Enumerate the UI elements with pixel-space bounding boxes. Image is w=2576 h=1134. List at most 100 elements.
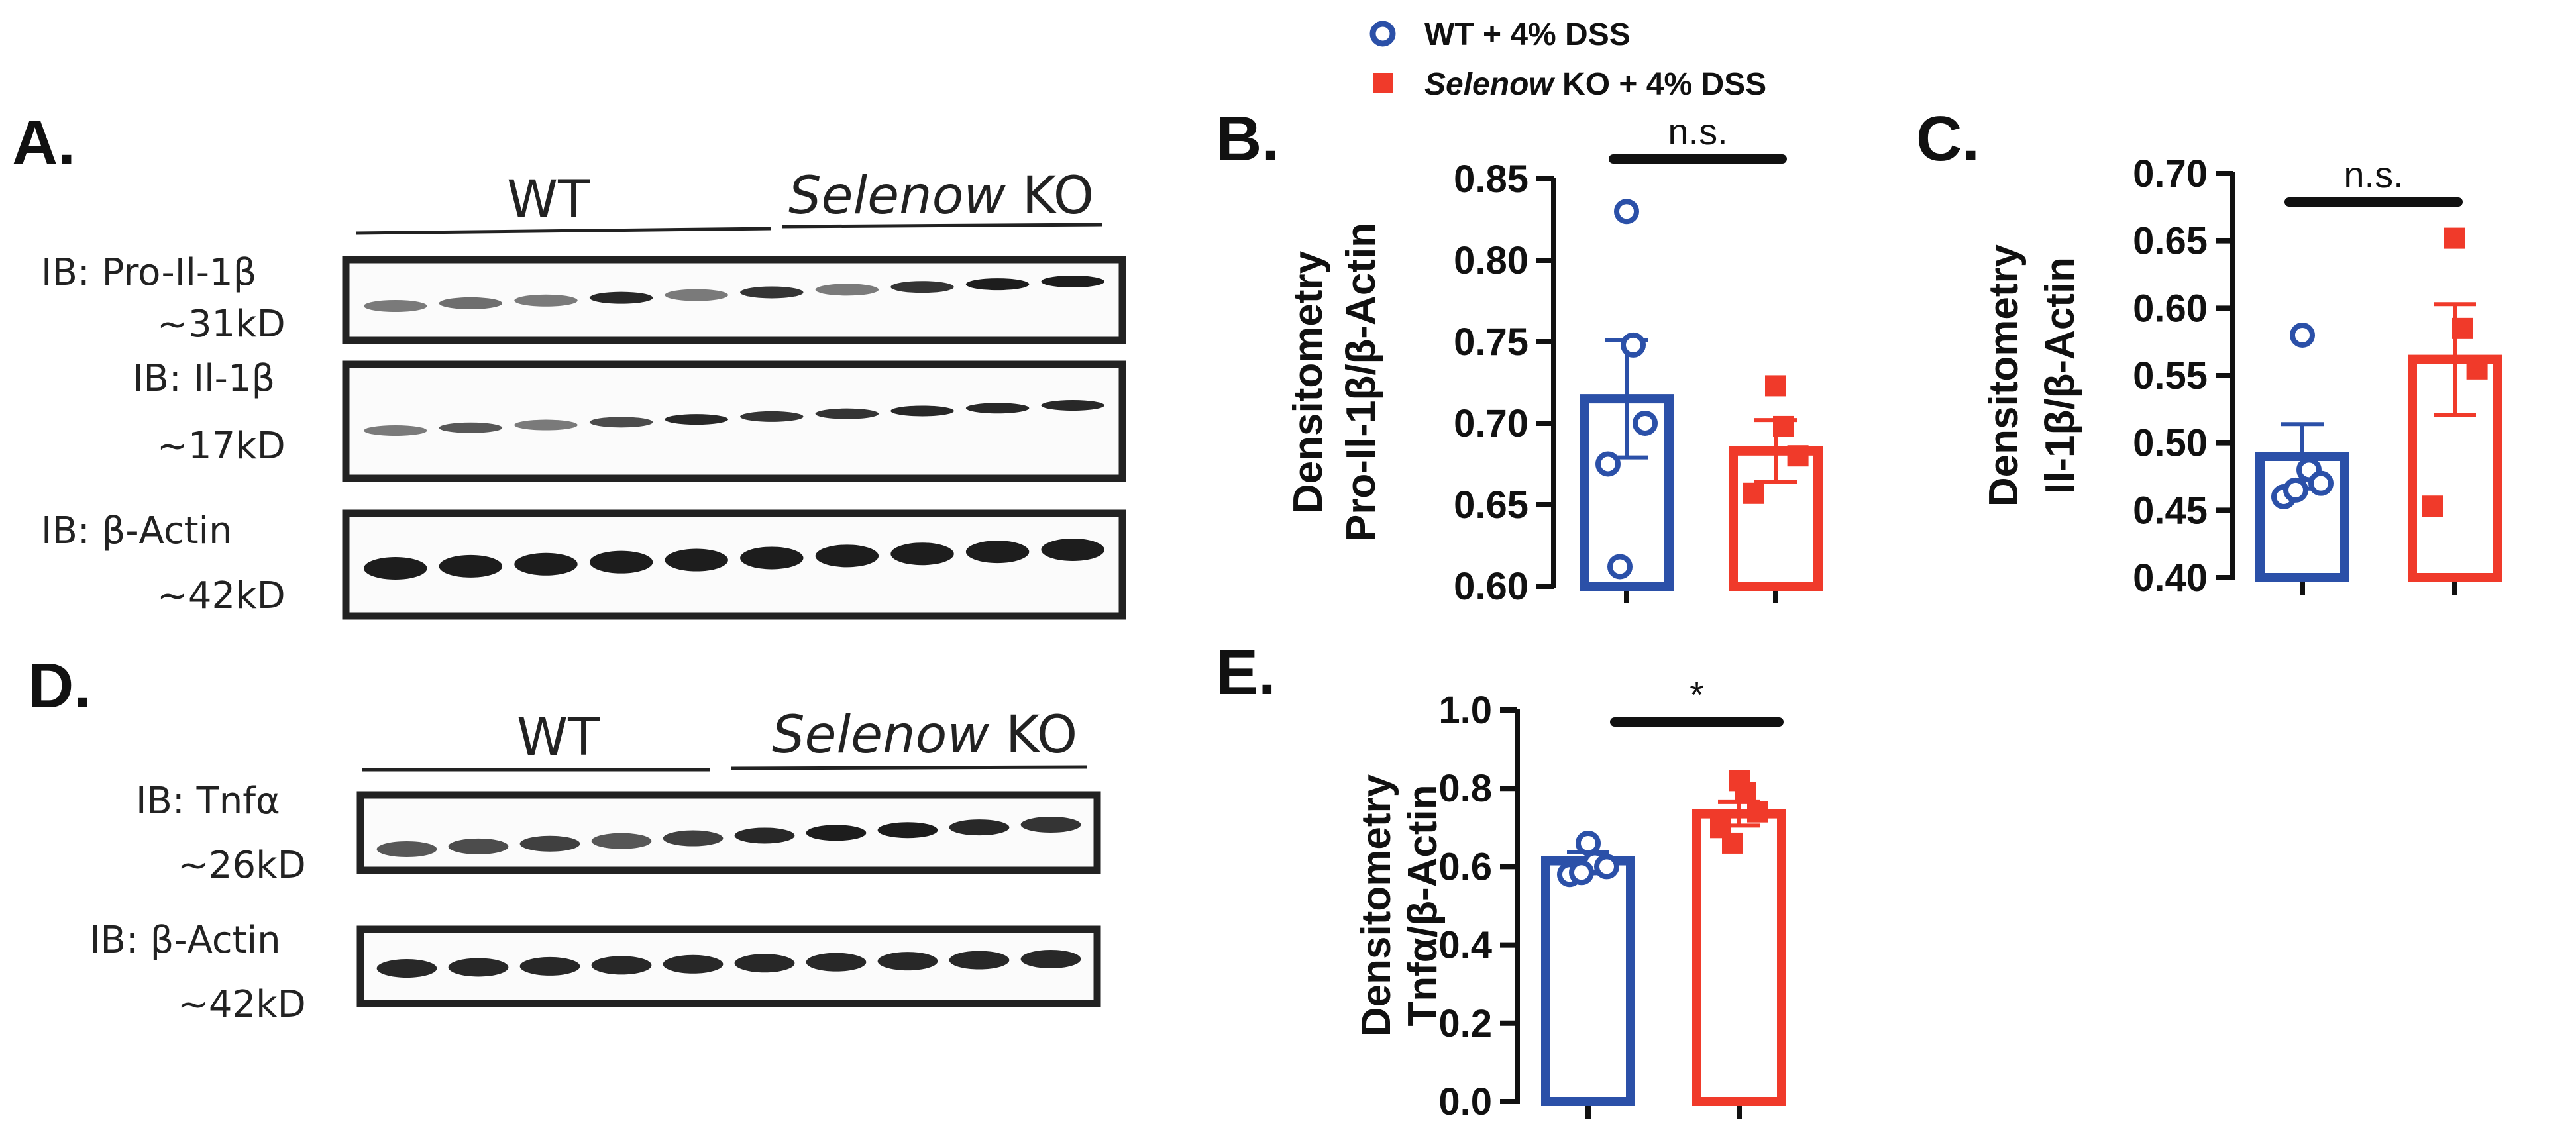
chart-b-ylabel-line1: Densitometry — [1285, 250, 1331, 513]
blot-a-actin-bands — [364, 539, 1104, 580]
blot-d-tnfa-band — [806, 825, 867, 841]
blot-a-pro-il1b-band — [439, 297, 503, 309]
blot-d-tnfa-bands — [376, 817, 1081, 857]
chart-b-letter: B. — [1216, 103, 1279, 174]
blot-a-pro-il1b-band — [589, 291, 653, 304]
blot-d-row1-ib: IB: Tnfα — [136, 780, 280, 823]
chart-e-significance-label: * — [1690, 674, 1704, 715]
blot-d-tnfa-frame — [356, 791, 1101, 874]
chart-e-point-wt — [1576, 830, 1601, 856]
blot-d-tnfa — [356, 791, 1101, 874]
chart-c-point-wt — [2290, 323, 2315, 348]
panel-d-blots: D. WT Selenow KO IB: Tnfα ~26kD IB: β-Ac… — [28, 650, 1101, 1026]
panel-d-wt-label: WT — [517, 708, 600, 768]
chart-b-point-ko — [1765, 375, 1786, 397]
chart-c-ylabel-line1: Densitometry — [1981, 244, 2027, 507]
chart-b-point-wt — [1621, 332, 1646, 358]
blot-d-tnfa-band — [734, 827, 795, 844]
blot-d-actin-band — [591, 956, 652, 975]
blot-a-pro-il1b — [342, 256, 1126, 344]
chart-e-ylabel-line1: Densitometry — [1354, 774, 1399, 1037]
chart-c-ytick-label: 0.65 — [2133, 220, 2208, 263]
blot-a-il1b-band — [740, 411, 804, 422]
blot-a-pro-il1b-band — [665, 289, 728, 301]
panel-a-letter: A. — [12, 107, 76, 178]
blot-a-pro-il1b-band — [740, 286, 804, 299]
chart-c-point-wt — [2283, 477, 2308, 503]
blot-a-il1b-band — [965, 403, 1030, 414]
chart-c-point-ko — [2452, 317, 2473, 339]
chart-b-ytick-label: 0.75 — [1454, 321, 1529, 364]
chart-c-ytick-label: 0.50 — [2133, 422, 2208, 465]
blot-a-pro-il1b-band — [965, 278, 1030, 291]
blot-a-il1b-frame — [342, 360, 1126, 482]
panel-a-ko-rest: KO — [1006, 166, 1094, 226]
chart-c-significance-label: n.s. — [2343, 154, 2403, 195]
blot-a-pro-il1b-band — [815, 284, 879, 296]
panel-d-ko-italic: Selenow — [772, 705, 989, 765]
blot-a-actin-band — [514, 552, 578, 576]
blot-d-tnfa-band — [448, 838, 509, 854]
chart-e-ytick-label: 0.4 — [1438, 924, 1492, 967]
chart-e-ytick-label: 0.6 — [1438, 845, 1492, 888]
blot-a-row1-kd: ~31kD — [157, 303, 286, 346]
blot-a-il1b-band — [890, 405, 954, 417]
chart-c-point-ko — [2466, 358, 2488, 380]
blot-a-actin-band — [665, 548, 728, 572]
blot-a-il1b-band — [815, 408, 879, 419]
blot-a-il1b-band — [589, 417, 653, 428]
blot-d-actin-band — [949, 951, 1010, 970]
legend-marker-wt — [1369, 21, 1396, 47]
chart-c-ytick-label: 0.55 — [2133, 354, 2208, 397]
chart-b-point-ko — [1743, 482, 1764, 504]
blot-a-actin — [342, 509, 1126, 620]
chart-e-point-wt — [1569, 860, 1594, 886]
chart-c-point-ko — [2444, 227, 2465, 249]
blot-d-tnfa-band — [949, 819, 1010, 836]
chart-e-ytick-label: 0.0 — [1438, 1080, 1492, 1123]
chart-e-ytick-label: 0.2 — [1438, 1002, 1492, 1045]
blot-d-actin-band — [663, 954, 724, 974]
legend-label-ko: Selenow KO + 4% DSS — [1424, 67, 1766, 102]
blot-d-tnfa-band — [663, 830, 724, 847]
blot-a-pro-il1b-band — [364, 300, 427, 312]
chart-b-ytick-label: 0.60 — [1454, 565, 1529, 608]
blot-a-pro-il1b-band — [514, 294, 578, 307]
chart-c-ytick-label: 0.60 — [2133, 287, 2208, 330]
chart-e-bar-ko — [1692, 809, 1786, 1106]
chart-e-letter: E. — [1216, 637, 1276, 708]
chart-b-point-ko — [1787, 445, 1809, 467]
chart-c: C. Densitometry Il-1β/β-Actin 0.40 0.45 0.50 0… — [1916, 103, 2502, 599]
chart-b-point-wt — [1595, 451, 1621, 477]
legend: WT + 4% DSS Selenow KO + 4% DSS — [1369, 17, 1766, 102]
blot-a-il1b-bands — [364, 400, 1104, 436]
blot-d-tnfa-band — [519, 835, 580, 852]
chart-c-ytick-label: 0.45 — [2133, 489, 2208, 532]
blot-d-tnfa-band — [376, 841, 437, 857]
chart-c-ytick-label: 0.70 — [2133, 152, 2208, 195]
blot-a-actin-band — [364, 557, 427, 580]
blot-a-row2-ib: IB: Il-1β — [133, 357, 275, 400]
blot-a-row2-kd: ~17kD — [157, 425, 286, 468]
blot-a-pro-il1b-bands — [364, 276, 1104, 312]
blot-d-actin-band — [519, 956, 580, 976]
panel-a-ko-italic: Selenow — [788, 166, 1006, 226]
blot-d-actin-bands — [376, 950, 1081, 978]
blot-d-row2-ib: IB: β-Actin — [89, 919, 281, 962]
chart-c-letter: C. — [1916, 103, 1980, 174]
legend-label-ko-italic: Selenow — [1424, 67, 1555, 102]
blot-d-actin-band — [806, 953, 867, 972]
chart-c-point-ko — [2422, 495, 2443, 517]
chart-e-bar-wt — [1541, 856, 1635, 1107]
panel-d-ko-rest: KO — [989, 705, 1077, 765]
blot-d-row1-kd: ~26kD — [178, 844, 306, 887]
panel-a-blots: A. WT Selenow KO IB: Pro-Il-1β ~31kD IB:… — [12, 107, 1126, 620]
chart-b-ytick-label: 0.80 — [1454, 239, 1529, 282]
chart-b-point-wt — [1614, 199, 1639, 225]
legend-label-ko-rest: KO + 4% DSS — [1554, 67, 1766, 102]
chart-b-point-wt — [1607, 554, 1633, 580]
panel-d-ko-label: Selenow KO — [772, 705, 1077, 765]
blot-a-row3-kd: ~42kD — [157, 574, 286, 617]
chart-b-significance-label: n.s. — [1668, 111, 1727, 152]
